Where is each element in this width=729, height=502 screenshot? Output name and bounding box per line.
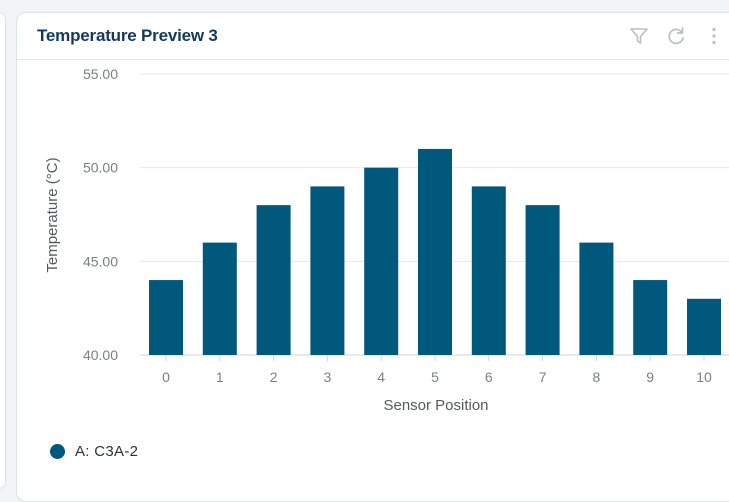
- bar[interactable]: [579, 242, 614, 355]
- x-tick-label: 4: [377, 369, 385, 385]
- more-vertical-icon[interactable]: [703, 25, 725, 47]
- x-tick-label: 5: [431, 369, 439, 385]
- legend-dot: [50, 444, 65, 459]
- bar[interactable]: [418, 148, 452, 355]
- y-axis-label: Temperature (°C): [44, 157, 61, 272]
- legend-label: A: C3A-2: [75, 443, 139, 460]
- filter-icon[interactable]: [628, 25, 650, 47]
- y-tick-label: 40.00: [83, 347, 118, 363]
- chart-card: Temperature Preview 3 40.00 45.00 50.00 55.…: [16, 12, 729, 502]
- bar[interactable]: [525, 205, 560, 355]
- x-tick-label: 6: [485, 369, 493, 385]
- x-tick-label: 9: [646, 369, 654, 385]
- bar[interactable]: [149, 280, 183, 355]
- refresh-icon[interactable]: [665, 25, 687, 47]
- x-tick-label: 0: [162, 369, 170, 385]
- bar[interactable]: [364, 167, 399, 355]
- x-tick-label: 8: [593, 369, 601, 385]
- bar[interactable]: [687, 298, 721, 355]
- bar[interactable]: [471, 186, 506, 355]
- x-axis-ticks: 0 1 2 3 4 5 6 7 8 9 10: [162, 355, 712, 385]
- y-axis-ticks: 40.00 45.00 50.00 55.00: [83, 66, 118, 363]
- y-tick-label: 55.00: [83, 66, 118, 82]
- bar[interactable]: [310, 186, 345, 355]
- bars: [149, 148, 721, 355]
- x-tick-label: 10: [696, 369, 712, 385]
- bar-chart: 40.00 45.00 50.00 55.00 0 1 2 3 4 5 6 7 8 9 10 Sensor…: [44, 66, 729, 414]
- x-tick-label: 7: [539, 369, 547, 385]
- card-header: Temperature Preview 3: [17, 13, 729, 60]
- bar[interactable]: [256, 205, 291, 355]
- legend-item[interactable]: A: C3A-2: [50, 443, 138, 460]
- x-tick-label: 1: [216, 369, 224, 385]
- y-tick-label: 45.00: [83, 253, 118, 269]
- x-axis-label: Sensor Position: [383, 397, 488, 414]
- x-tick-label: 2: [270, 369, 278, 385]
- y-tick-label: 50.00: [83, 160, 118, 176]
- card-title: Temperature Preview 3: [37, 26, 218, 45]
- adjacent-panel-edge: [0, 12, 6, 489]
- bar[interactable]: [633, 280, 668, 355]
- x-tick-label: 3: [324, 369, 332, 385]
- bar[interactable]: [202, 242, 237, 355]
